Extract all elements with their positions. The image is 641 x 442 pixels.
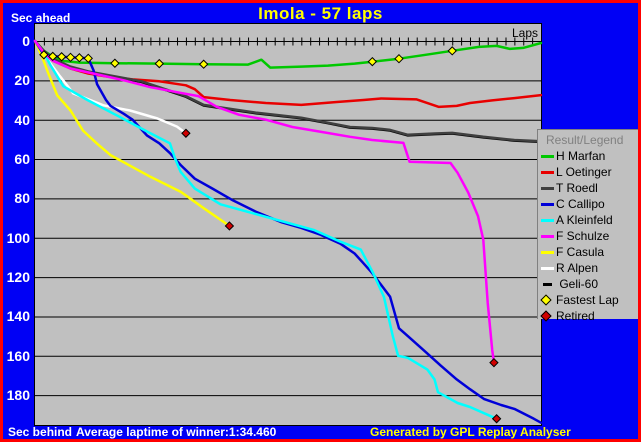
legend-item-label: T Roedl: [556, 181, 598, 195]
retired-marker-r-alpen: [181, 128, 191, 138]
fastest-lap-marker-h-marfan: [367, 56, 378, 67]
fastest-lap-marker-c-callipo: [39, 50, 49, 60]
fastest-lap-marker-h-marfan: [110, 58, 120, 68]
fastest-lap-marker-h-marfan: [394, 54, 404, 64]
legend-line-swatch-icon: [543, 282, 552, 286]
fastest-lap-marker-h-marfan: [154, 58, 164, 69]
legend-swatch-box: [541, 218, 556, 222]
fastest-lap-marker-h-marfan: [447, 46, 457, 56]
legend-item-f-casula: F Casula: [541, 244, 638, 260]
series-line-h-marfan: [33, 39, 543, 69]
y-tick-label-40: 40: [14, 111, 30, 128]
legend-diamond-icon: [540, 294, 552, 306]
y-tick-label-160: 160: [6, 347, 30, 364]
fastest-lap-marker-c-callipo: [56, 52, 67, 62]
legend-swatch-box: [541, 250, 556, 254]
legend-item-label: L Oetinger: [556, 165, 612, 179]
legend-item-label: C Callipo: [556, 197, 605, 211]
legend-item-label: R Alpen: [556, 261, 599, 275]
average-laptime-text: Average laptime of winner:1:34.460: [76, 425, 277, 439]
legend-swatch-box: [540, 294, 556, 306]
legend-diamond-icon: [540, 310, 552, 322]
legend-swatch-box: [540, 310, 556, 322]
series-line-f-schulze: [33, 39, 496, 364]
legend-line-swatch-icon: [541, 186, 554, 190]
legend-rows: H Marfan L Oetinger T Roedl C Callipo A Klei…: [540, 148, 638, 324]
y-tick-label-100: 100: [6, 229, 30, 246]
fastest-lap-marker-c-callipo: [83, 53, 93, 64]
y-tick-label-180: 180: [6, 387, 30, 404]
legend-line-swatch-icon: [541, 218, 554, 222]
legend-item-label: A Kleinfeld: [556, 213, 613, 227]
fastest-lap-marker-c-callipo: [48, 51, 58, 62]
y-tick-label-140: 140: [6, 308, 30, 325]
legend-swatch-box: [541, 266, 556, 270]
legend-swatch-box: [541, 186, 556, 190]
y-tick-label-0: 0: [22, 33, 30, 49]
legend-item-l-oetinger: L Oetinger: [541, 164, 638, 180]
y-axis-top-label: Sec ahead: [11, 11, 71, 25]
y-tick-label-120: 120: [6, 269, 30, 286]
legend-swatch-box: [541, 154, 556, 158]
legend-swatch-box: [541, 170, 556, 174]
generated-by-text: Generated by GPL Replay Analyser: [370, 425, 571, 439]
legend-item-geli-60: Geli-60: [541, 276, 638, 292]
x-axis-label: Laps: [511, 26, 538, 40]
legend-item-c-callipo: C Callipo: [541, 196, 638, 212]
legend-item-r-alpen: R Alpen: [541, 260, 638, 276]
fastest-lap-marker-c-callipo: [74, 53, 85, 63]
fastest-lap-marker-c-callipo: [65, 52, 76, 63]
plot-area: [34, 23, 542, 426]
legend-item-label: H Marfan: [556, 149, 606, 163]
legend-item-f-schulze: F Schulze: [541, 228, 638, 244]
legend-line-swatch-icon: [541, 234, 554, 238]
series-line-a-kleinfeld: [33, 39, 498, 421]
legend-item-a-kleinfeld: A Kleinfeld: [541, 212, 638, 228]
legend-item-h-marfan: H Marfan: [541, 148, 638, 164]
fastest-lap-marker-h-marfan: [198, 59, 209, 69]
legend-item-label: Retired: [556, 309, 595, 323]
legend-swatch-box: [541, 282, 556, 286]
legend-item-retired: Retired: [540, 308, 638, 324]
series-line-c-callipo: [33, 39, 543, 424]
y-tick-label-20: 20: [14, 72, 30, 89]
legend-line-swatch-icon: [541, 250, 554, 254]
legend-item-label: Fastest Lap: [556, 293, 619, 307]
page-title: Imola - 57 laps: [258, 4, 383, 23]
legend-line-swatch-icon: [541, 202, 554, 206]
legend-item-label: F Schulze: [556, 229, 610, 243]
y-tick-label-80: 80: [14, 190, 30, 207]
legend-header: Result/Legend: [546, 133, 624, 147]
legend-line-swatch-icon: [541, 154, 554, 158]
series-line-f-casula: [33, 39, 231, 228]
retired-marker-a-kleinfeld: [491, 414, 502, 424]
legend-swatch-box: [541, 234, 556, 238]
legend-item-t-roedl: T Roedl: [541, 180, 638, 196]
legend-item-label: F Casula: [556, 245, 605, 259]
legend-panel: Result/Legend H Marfan L Oetinger T Roedl C…: [537, 129, 638, 323]
y-axis-bottom-label: Sec behind: [8, 425, 73, 439]
legend-item-fastest-lap: Fastest Lap: [540, 292, 638, 308]
retired-marker-f-schulze: [489, 357, 499, 368]
legend-item-label: Geli-60: [556, 277, 599, 291]
legend-line-swatch-icon: [541, 170, 554, 174]
retired-marker-f-casula: [224, 221, 235, 231]
legend-line-swatch-icon: [541, 266, 554, 270]
legend-swatch-box: [541, 202, 556, 206]
y-tick-label-60: 60: [14, 151, 30, 168]
